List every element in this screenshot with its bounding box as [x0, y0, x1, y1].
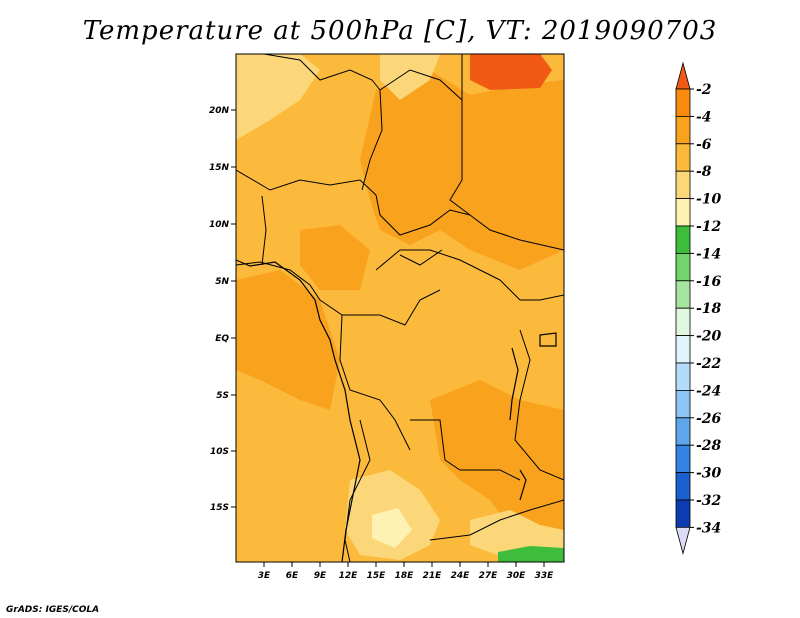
warm-region-coast	[236, 270, 340, 410]
lon-label: 15E	[367, 571, 387, 581]
colorbar-label: -14	[696, 246, 721, 262]
colorbar-label: -8	[696, 164, 712, 180]
border-line	[379, 209, 471, 236]
lat-label: 20N	[209, 106, 230, 116]
lake-outline	[519, 469, 527, 501]
colorbar-swatch	[675, 280, 691, 309]
lon-label: 21E	[423, 571, 443, 581]
colorbar-swatch	[675, 472, 691, 501]
longitude-axis: 3E 6E 9E 12E 15E 18E 21E 24E 27E 30E 33E	[258, 562, 554, 581]
border-line	[429, 499, 564, 541]
border-line	[236, 169, 381, 216]
colorbar-swatch	[675, 252, 691, 282]
colorbar-label: -2	[696, 82, 712, 98]
cool-region-north-mid	[380, 54, 440, 100]
border-line	[261, 195, 267, 266]
colorbar-label: -34	[696, 520, 721, 536]
lon-label: 33E	[535, 571, 555, 581]
lon-label: 3E	[258, 571, 271, 581]
colorbar-bottom-arrow	[675, 527, 691, 555]
cool-region-northwest	[236, 54, 320, 140]
border-line	[499, 279, 564, 301]
colorbar-swatch	[675, 389, 691, 419]
grads-credit: GrADS: IGES/COLA	[6, 605, 100, 615]
border-line	[514, 329, 564, 481]
colorbar-swatch	[675, 225, 691, 254]
lat-label: 10N	[209, 220, 230, 230]
lake-outline	[509, 347, 519, 421]
border-line	[410, 419, 521, 481]
colorbar-label: -6	[696, 137, 712, 153]
border-line	[342, 289, 441, 326]
colorbar-label: -24	[696, 383, 721, 399]
border-line	[379, 54, 463, 102]
lake-outline	[539, 332, 557, 347]
lon-label: 27E	[479, 571, 499, 581]
colorbar-top-arrow	[675, 61, 691, 90]
warm-region-center	[300, 225, 370, 290]
lon-label: 18E	[395, 571, 415, 581]
coolest-region-south	[372, 508, 412, 548]
colorbar-label: -28	[696, 438, 722, 454]
colorbar-swatch	[675, 143, 691, 172]
border-line	[375, 249, 501, 281]
colorbar-label: -4	[696, 109, 712, 125]
hot-region-northeast	[470, 54, 552, 90]
colorbar-label: -10	[696, 192, 722, 208]
colorbar-swatch	[675, 170, 691, 199]
border-line	[236, 261, 343, 316]
coastline	[235, 259, 557, 563]
coastline-path	[235, 259, 361, 563]
colorbar-swatch	[675, 499, 691, 528]
lat-label: EQ	[215, 334, 229, 344]
border-line	[339, 314, 411, 451]
colorbar: -2 -4 -6 -8 -10 -12 -14 -16 -18 -20 -22 -24 -26 -28 -3…	[675, 61, 722, 555]
border-line	[263, 54, 381, 91]
lat-label: 5N	[215, 277, 229, 287]
colorbar-label: -18	[696, 301, 722, 317]
colorbar-label: -16	[696, 274, 722, 290]
lat-label: 15N	[209, 163, 230, 173]
colorbar-swatch	[675, 362, 691, 391]
colorbar-swatch	[675, 307, 691, 337]
border-line	[344, 419, 371, 562]
colorbar-swatch	[675, 335, 691, 364]
cool-region-south-east	[470, 510, 564, 556]
cold-region-southeast	[498, 546, 564, 562]
lon-label: 9E	[314, 571, 327, 581]
lat-label: 15S	[210, 503, 229, 513]
latitude-axis: 20N 15N 10N 5N EQ 5S 10S 15S	[209, 106, 236, 513]
colorbar-swatch	[675, 198, 691, 227]
colorbar-label: -32	[696, 493, 722, 509]
chart-title: Temperature at 500hPa [C], VT: 201909070…	[82, 16, 718, 46]
colorbar-label: -30	[696, 466, 722, 482]
map-frame	[235, 53, 565, 563]
colorbar-swatch	[675, 116, 691, 145]
colorbar-label: -12	[696, 219, 722, 235]
political-borders	[236, 54, 564, 562]
border-line	[361, 89, 383, 191]
border-line	[399, 249, 443, 266]
lon-label: 24E	[451, 571, 471, 581]
lat-label: 10S	[210, 447, 229, 457]
lat-label: 5S	[216, 391, 229, 401]
lon-label: 30E	[507, 571, 527, 581]
lon-label: 6E	[286, 571, 299, 581]
colorbar-label: -26	[696, 411, 722, 427]
lon-label: 12E	[339, 571, 359, 581]
colorbar-label: -22	[696, 356, 722, 372]
colorbar-swatch	[675, 88, 691, 117]
colorbar-swatch	[675, 417, 691, 446]
colorbar-label: -20	[696, 329, 722, 345]
colorbar-swatch	[675, 444, 691, 474]
